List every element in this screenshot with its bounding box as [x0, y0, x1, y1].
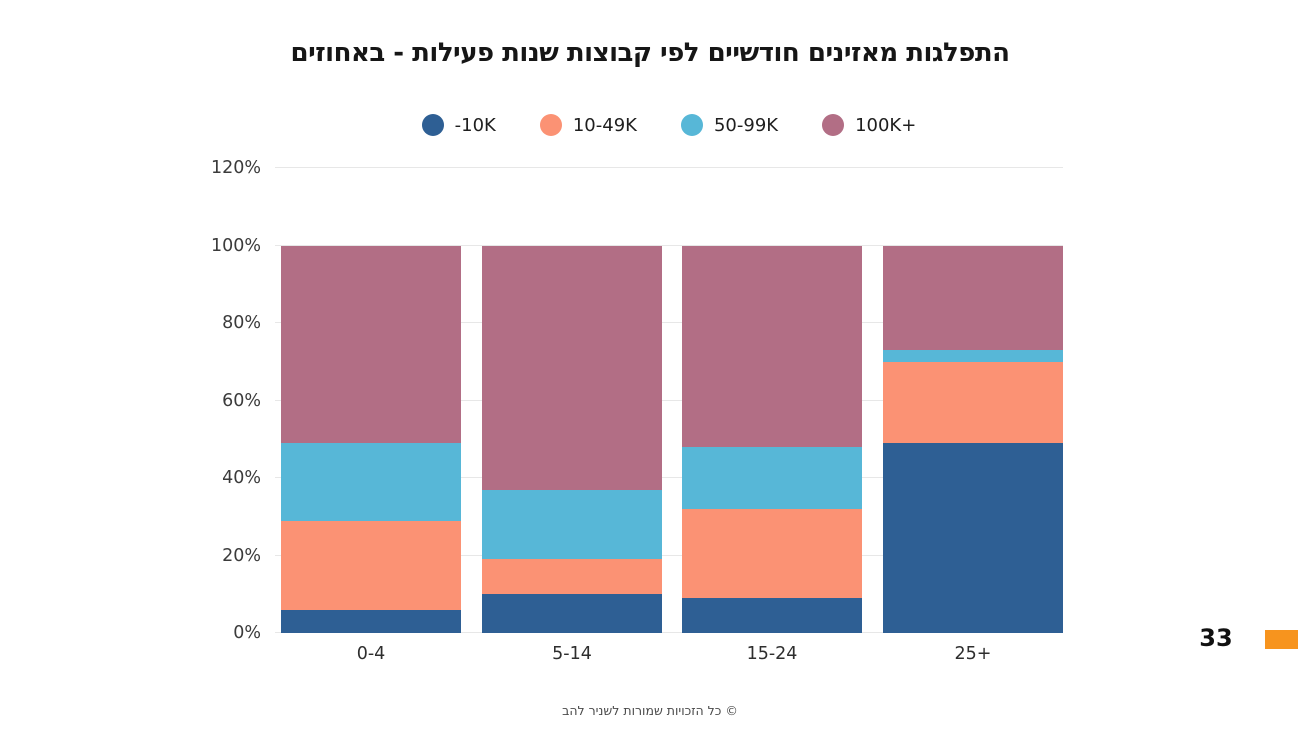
bar-segment — [883, 361, 1063, 444]
legend-item: 50-99K — [680, 114, 779, 136]
legend-label: 100K+ — [855, 114, 917, 136]
x-tick-label: 15-24 — [746, 644, 798, 664]
gridline — [275, 244, 1063, 246]
bar-segment — [281, 520, 461, 610]
y-tick-label: 0% — [233, 623, 261, 643]
y-tick-label: 40% — [222, 468, 261, 488]
gridline — [275, 632, 1063, 633]
bar-segment — [482, 559, 662, 595]
gridline — [275, 167, 1063, 168]
legend-label: 10-49K — [572, 114, 637, 136]
bar-segment — [482, 594, 662, 633]
chart-title: התפלגות מאזינים חודשיים לפי קבוצות שנות … — [290, 38, 1011, 68]
y-tick-label: 100% — [210, 235, 261, 256]
bar-segment — [682, 598, 862, 633]
bar-segment — [281, 245, 461, 444]
legend-swatch-icon — [680, 114, 703, 136]
legend-label: 50-99K — [713, 114, 779, 136]
legend-item: 10-49K — [539, 114, 637, 136]
x-tick-label: 0-4 — [356, 644, 386, 664]
gridline — [275, 399, 1063, 401]
bar-segment — [682, 447, 862, 509]
bar-segment — [883, 245, 1063, 351]
bar-segment — [682, 245, 862, 447]
bar-segment — [883, 443, 1063, 633]
gridline — [275, 322, 1063, 323]
legend-swatch-icon — [421, 114, 444, 136]
bar-segment — [482, 245, 662, 490]
legend-label: -10K — [454, 114, 496, 136]
x-tick-label: 25+ — [954, 644, 992, 664]
bar-segment — [281, 443, 461, 521]
legend-swatch-icon — [539, 114, 562, 136]
accent-bar — [1265, 630, 1298, 649]
legend-swatch-icon — [822, 114, 845, 136]
y-tick-label: 120% — [210, 158, 261, 178]
y-tick-label: 20% — [222, 545, 261, 566]
bar-segment — [281, 609, 461, 633]
legend-item: 100K+ — [822, 114, 916, 136]
x-tick-label: 5-14 — [552, 644, 592, 664]
legend: -10K 10-49K 50-99K 100K+ — [275, 114, 1063, 136]
bar-segment — [883, 350, 1063, 362]
copyright-footer: © כל הזכויות שמורות לשניר להב — [562, 703, 738, 718]
gridline — [275, 554, 1063, 556]
plot-area: 0% 20% 40% 60% 80% 100% 120% 0-4 5-14 15-24 25+ — [211, 158, 1063, 664]
gridline — [275, 477, 1063, 478]
y-tick-label: 60% — [222, 390, 261, 411]
bar-segment — [682, 509, 862, 599]
page-number: 33 — [1199, 624, 1233, 652]
y-tick-label: 80% — [222, 313, 261, 333]
bar-segment — [482, 489, 662, 560]
legend-item: -10K — [421, 114, 496, 136]
